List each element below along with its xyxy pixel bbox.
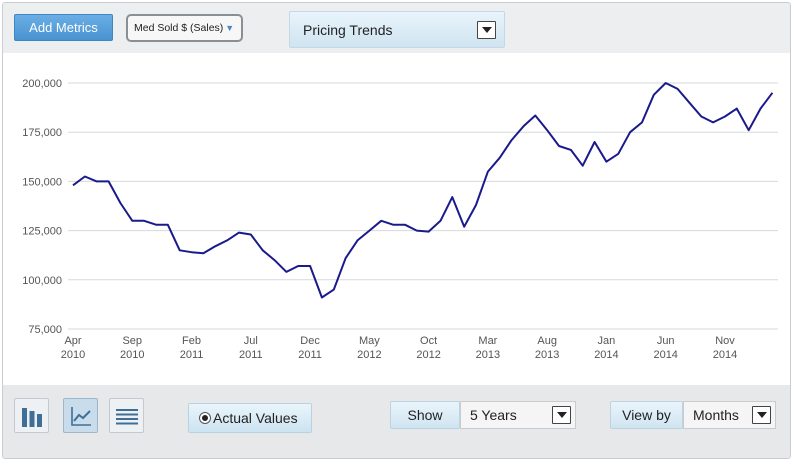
x-tick-year-label: 2014 xyxy=(594,349,618,361)
bar-chart-view-button[interactable] xyxy=(14,398,49,433)
y-tick-label: 175,000 xyxy=(22,127,62,139)
range-select-value: 5 Years xyxy=(470,407,517,423)
x-tick-year-label: 2010 xyxy=(61,349,85,361)
view-by-label: View by xyxy=(610,401,683,429)
chart-type-select-value: Pricing Trends xyxy=(303,22,393,38)
chart-gridlines xyxy=(68,82,778,330)
bottom-toolbar: Actual Values Show 5 Years View by Month… xyxy=(3,385,790,458)
top-toolbar: Add Metrics Med Sold $ (Sales) ▼ Pricing … xyxy=(3,3,790,53)
view-by-select[interactable]: Months xyxy=(683,401,776,429)
x-tick-month-label: Apr xyxy=(64,335,81,347)
x-tick-month-label: Dec xyxy=(300,335,320,347)
y-tick-label: 125,000 xyxy=(22,226,62,238)
x-tick-year-label: 2011 xyxy=(239,349,263,361)
metric-select[interactable]: Med Sold $ (Sales) ▼ xyxy=(126,14,243,42)
x-tick-year-label: 2012 xyxy=(416,349,440,361)
dropdown-triangle-icon: ▼ xyxy=(225,23,235,33)
range-select[interactable]: 5 Years xyxy=(460,401,576,429)
chart-area: 75,000 100,000 125,000 150,000 175,000 200,00… xyxy=(3,53,790,385)
x-tick-month-label: Jan xyxy=(598,335,616,347)
chevron-down-icon[interactable] xyxy=(477,21,496,39)
radio-selected-icon xyxy=(199,412,211,424)
line-chart-view-button[interactable] xyxy=(63,398,98,433)
x-tick-month-label: Jul xyxy=(244,335,258,347)
x-tick-year-label: 2012 xyxy=(357,349,381,361)
series-line[interactable] xyxy=(72,82,774,299)
y-tick-label: 200,000 xyxy=(22,78,62,90)
x-tick-year-label: 2013 xyxy=(535,349,559,361)
x-tick-year-label: 2011 xyxy=(180,349,204,361)
x-tick-month-label: Sep xyxy=(122,335,142,347)
bar-chart-icon xyxy=(22,408,42,427)
x-tick-month-label: Feb xyxy=(182,335,201,347)
x-tick-year-label: 2014 xyxy=(713,349,737,361)
x-tick-year-label: 2014 xyxy=(653,349,677,361)
y-axis-tick-labels: 75,000 100,000 125,000 150,000 175,000 200,00… xyxy=(22,78,62,336)
x-tick-month-label: Nov xyxy=(715,335,735,347)
x-tick-month-label: Oct xyxy=(420,335,437,347)
y-tick-label: 75,000 xyxy=(28,324,62,336)
y-tick-label: 100,000 xyxy=(22,275,62,287)
chevron-down-icon[interactable] xyxy=(752,406,771,424)
y-tick-label: 150,000 xyxy=(22,176,62,188)
x-tick-month-label: Mar xyxy=(478,335,497,347)
x-tick-month-label: Jun xyxy=(657,335,675,347)
line-chart-icon xyxy=(71,407,91,426)
actual-values-toggle[interactable]: Actual Values xyxy=(188,403,312,433)
list-icon xyxy=(116,409,138,425)
x-tick-year-label: 2010 xyxy=(120,349,144,361)
add-metrics-button[interactable]: Add Metrics xyxy=(14,14,113,41)
metric-select-value: Med Sold $ (Sales) xyxy=(134,22,224,34)
chevron-down-icon[interactable] xyxy=(552,406,571,424)
x-tick-year-label: 2013 xyxy=(476,349,500,361)
show-label: Show xyxy=(390,401,460,429)
x-tick-month-label: Aug xyxy=(537,335,557,347)
x-tick-month-label: May xyxy=(359,335,380,347)
actual-values-label: Actual Values xyxy=(213,410,298,426)
line-chart: 75,000 100,000 125,000 150,000 175,000 200,00… xyxy=(22,78,778,361)
x-axis-tick-labels: Apr 2010 Sep 2010 Feb 2011 Jul 2011 Dec 2011 May 20… xyxy=(61,335,737,361)
view-by-select-value: Months xyxy=(693,407,739,423)
table-view-button[interactable] xyxy=(109,398,144,433)
chart-type-select[interactable]: Pricing Trends xyxy=(289,11,505,48)
x-tick-year-label: 2011 xyxy=(298,349,322,361)
